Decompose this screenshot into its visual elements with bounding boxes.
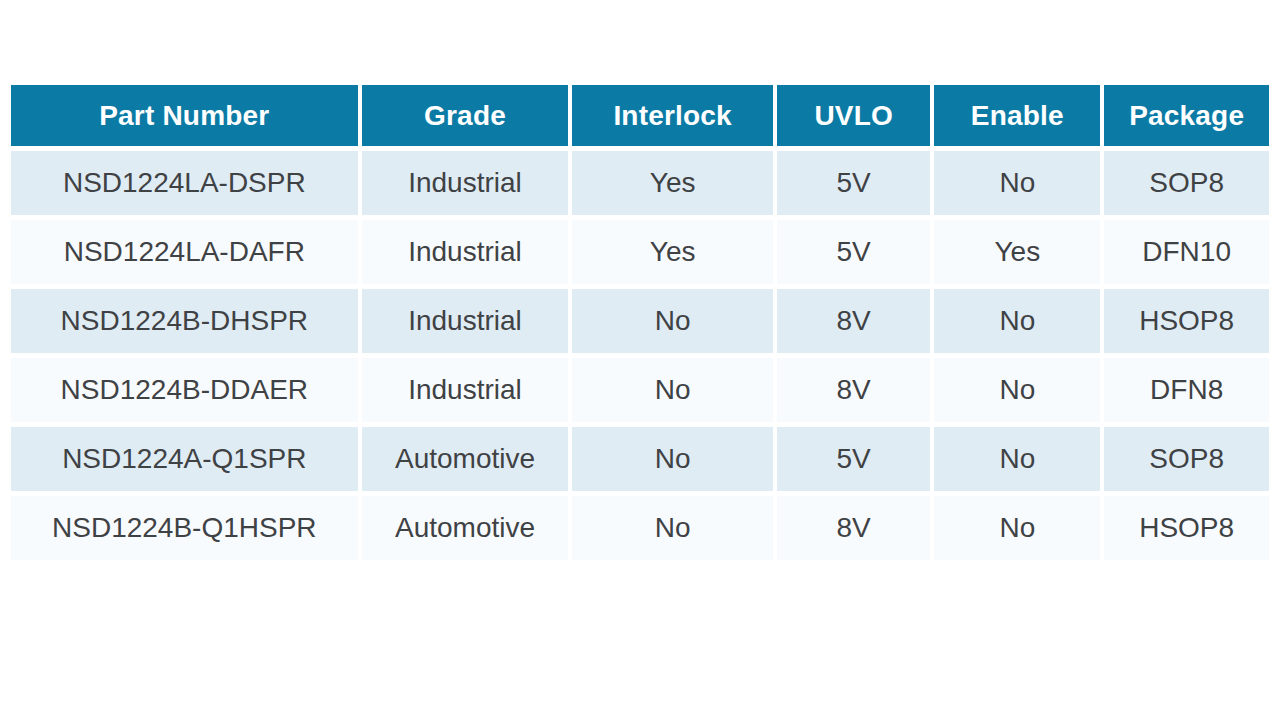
cell-package: SOP8 — [1104, 151, 1269, 215]
cell-package: DFN10 — [1104, 220, 1269, 284]
cell-package: SOP8 — [1104, 427, 1269, 491]
table-row: NSD1224B-DHSPR Industrial No 8V No HSOP8 — [11, 289, 1269, 353]
column-header-interlock: Interlock — [572, 85, 773, 146]
cell-uvlo: 5V — [777, 151, 931, 215]
cell-interlock: No — [572, 427, 773, 491]
cell-package: DFN8 — [1104, 358, 1269, 422]
column-header-part-number: Part Number — [11, 85, 358, 146]
column-header-package: Package — [1104, 85, 1269, 146]
cell-grade: Industrial — [362, 151, 569, 215]
table-row: NSD1224LA-DSPR Industrial Yes 5V No SOP8 — [11, 151, 1269, 215]
table-row: NSD1224B-Q1HSPR Automotive No 8V No HSOP… — [11, 496, 1269, 560]
cell-grade: Industrial — [362, 358, 569, 422]
cell-interlock: No — [572, 358, 773, 422]
column-header-grade: Grade — [362, 85, 569, 146]
cell-part-number: NSD1224A-Q1SPR — [11, 427, 358, 491]
cell-uvlo: 5V — [777, 427, 931, 491]
cell-part-number: NSD1224LA-DSPR — [11, 151, 358, 215]
cell-package: HSOP8 — [1104, 496, 1269, 560]
table-row: NSD1224A-Q1SPR Automotive No 5V No SOP8 — [11, 427, 1269, 491]
cell-part-number: NSD1224B-DDAER — [11, 358, 358, 422]
cell-interlock: Yes — [572, 220, 773, 284]
cell-grade: Automotive — [362, 496, 569, 560]
cell-uvlo: 8V — [777, 289, 931, 353]
cell-interlock: No — [572, 496, 773, 560]
cell-interlock: Yes — [572, 151, 773, 215]
cell-enable: No — [934, 496, 1100, 560]
cell-package: HSOP8 — [1104, 289, 1269, 353]
cell-uvlo: 8V — [777, 358, 931, 422]
cell-enable: No — [934, 358, 1100, 422]
cell-grade: Industrial — [362, 289, 569, 353]
slide-canvas: Part Number Grade Interlock UVLO Enable … — [0, 80, 1280, 720]
table-row: NSD1224B-DDAER Industrial No 8V No DFN8 — [11, 358, 1269, 422]
cell-enable: No — [934, 151, 1100, 215]
column-header-enable: Enable — [934, 85, 1100, 146]
table-header-row: Part Number Grade Interlock UVLO Enable … — [11, 85, 1269, 146]
cell-enable: Yes — [934, 220, 1100, 284]
cell-grade: Automotive — [362, 427, 569, 491]
cell-interlock: No — [572, 289, 773, 353]
cell-part-number: NSD1224B-DHSPR — [11, 289, 358, 353]
cell-uvlo: 5V — [777, 220, 931, 284]
cell-grade: Industrial — [362, 220, 569, 284]
column-header-uvlo: UVLO — [777, 85, 931, 146]
cell-uvlo: 8V — [777, 496, 931, 560]
parts-table: Part Number Grade Interlock UVLO Enable … — [7, 80, 1273, 565]
table-row: NSD1224LA-DAFR Industrial Yes 5V Yes DFN… — [11, 220, 1269, 284]
cell-part-number: NSD1224LA-DAFR — [11, 220, 358, 284]
cell-enable: No — [934, 289, 1100, 353]
cell-enable: No — [934, 427, 1100, 491]
cell-part-number: NSD1224B-Q1HSPR — [11, 496, 358, 560]
